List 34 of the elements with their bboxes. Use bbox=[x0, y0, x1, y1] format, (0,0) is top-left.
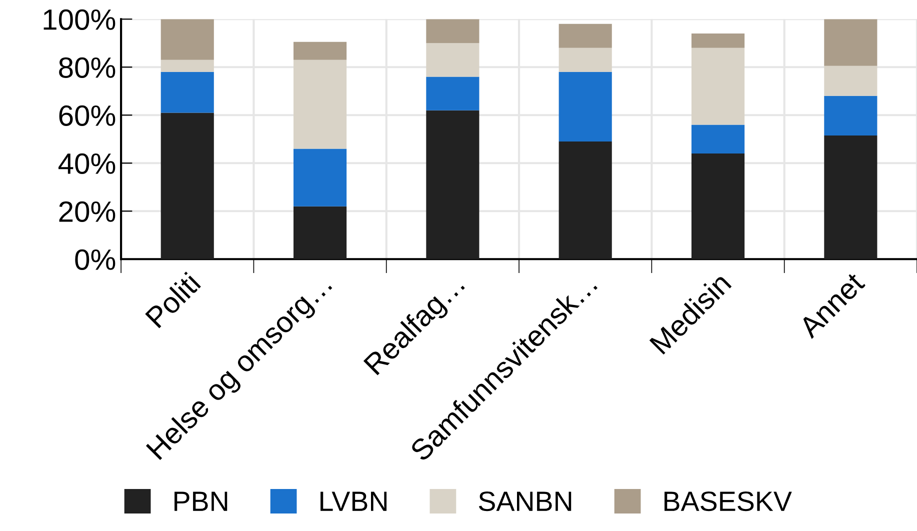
bar bbox=[294, 42, 347, 60]
y-tick-label: 20% bbox=[59, 201, 116, 222]
y-tick-label: 100% bbox=[44, 9, 116, 30]
bar bbox=[294, 206, 347, 260]
bar bbox=[294, 60, 347, 149]
bar bbox=[426, 76, 480, 110]
bar bbox=[691, 154, 745, 260]
bar bbox=[160, 112, 214, 260]
bar bbox=[160, 60, 214, 72]
bar bbox=[824, 19, 878, 66]
bar bbox=[691, 34, 745, 48]
bar bbox=[426, 110, 480, 260]
bar bbox=[558, 142, 612, 260]
y-tick-label: 0% bbox=[75, 249, 116, 270]
bar bbox=[691, 124, 745, 154]
bar bbox=[426, 43, 480, 77]
bar bbox=[558, 72, 612, 142]
bar bbox=[824, 66, 878, 96]
legend-label: LVBN bbox=[320, 492, 387, 511]
bar bbox=[160, 72, 214, 113]
y-tick-label: 60% bbox=[59, 105, 116, 126]
y-tick-label: 80% bbox=[59, 57, 116, 78]
legend-label: BASESKV bbox=[664, 491, 792, 512]
legend-label: SANBN bbox=[478, 491, 572, 512]
bar bbox=[691, 48, 745, 125]
y-tick-label: 40% bbox=[58, 153, 116, 174]
bar bbox=[558, 24, 612, 48]
bar bbox=[558, 48, 612, 72]
bar bbox=[824, 96, 878, 136]
bar bbox=[824, 136, 878, 260]
bar bbox=[160, 19, 214, 60]
legend-label: PBN bbox=[174, 492, 228, 511]
bar bbox=[294, 148, 347, 206]
bar bbox=[426, 19, 480, 44]
